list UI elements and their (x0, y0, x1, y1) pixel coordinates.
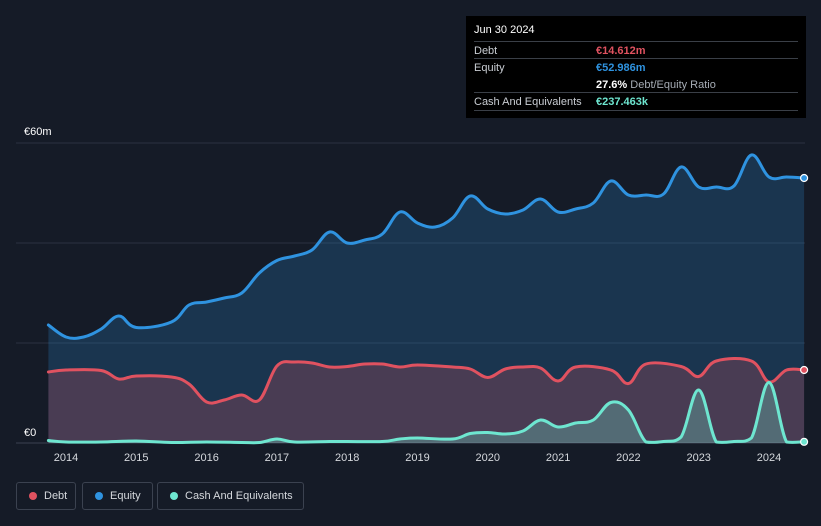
series-lines (46, 153, 806, 445)
tooltip-cash-label: Cash And Equivalents (474, 96, 582, 108)
x-tick-label: 2014 (54, 452, 78, 464)
tooltip-ratio-label: Debt/Equity Ratio (630, 79, 716, 91)
tooltip-ratio-row: 27.6% Debt/Equity Ratio (474, 75, 798, 93)
tooltip-cash-row: Cash And Equivalents €237.463k (474, 92, 798, 111)
x-tick-label: 2022 (616, 452, 640, 464)
debt-line (46, 357, 806, 405)
series-areas (48, 154, 805, 443)
y-tick-label-top: €60m (24, 126, 52, 138)
legend-equity[interactable]: Equity (82, 482, 153, 510)
x-tick-label: 2021 (546, 452, 570, 464)
x-tick-label: 2016 (194, 452, 218, 464)
tooltip-date: Jun 30 2024 (474, 24, 535, 36)
tooltip-debt-value: €14.612m (596, 45, 646, 57)
cash-line (46, 380, 806, 445)
cash-area (48, 382, 805, 443)
gridlines (16, 142, 805, 444)
x-tick-label: 2019 (405, 452, 429, 464)
tooltip-equity-row: Equity €52.986m (474, 58, 798, 76)
tooltip-cash-value: €237.463k (596, 96, 648, 108)
legend-debt[interactable]: Debt (16, 482, 76, 510)
legend-debt-label: Debt (44, 490, 68, 502)
tooltip-debt-row: Debt €14.612m (474, 41, 798, 59)
tooltip-equity-value: €52.986m (596, 62, 646, 74)
y-tick-label-bottom: €0 (24, 427, 36, 439)
x-tick-label: 2017 (265, 452, 289, 464)
legend-cash[interactable]: Cash And Equivalents (157, 482, 304, 510)
legend-equity-dot (95, 492, 103, 500)
tooltip-equity-label: Equity (474, 62, 505, 74)
equity-line (46, 153, 806, 340)
x-tick-label: 2020 (476, 452, 500, 464)
series-endpoints (799, 173, 809, 446)
debt-endpoint (799, 365, 809, 375)
x-tick-label: 2024 (757, 452, 781, 464)
cash-endpoint (799, 437, 809, 446)
tooltip-debt-label: Debt (474, 45, 498, 57)
debt-area (48, 358, 805, 443)
x-axis-ticks: 2014 2015 2016 2017 2018 2019 2020 2021 2022 2023… (54, 452, 781, 464)
x-tick-label: 2023 (686, 452, 710, 464)
legend-debt-dot (29, 492, 37, 500)
legend-equity-label: Equity (110, 490, 141, 502)
tooltip: Jun 30 2024 Debt €14.612m Equity €52.986… (466, 16, 806, 118)
equity-endpoint (799, 173, 809, 183)
legend-cash-dot (170, 492, 178, 500)
x-tick-label: 2018 (335, 452, 359, 464)
x-tick-label: 2015 (124, 452, 148, 464)
tooltip-ratio-value: 27.6% (596, 79, 628, 91)
legend-cash-label: Cash And Equivalents (185, 490, 293, 502)
